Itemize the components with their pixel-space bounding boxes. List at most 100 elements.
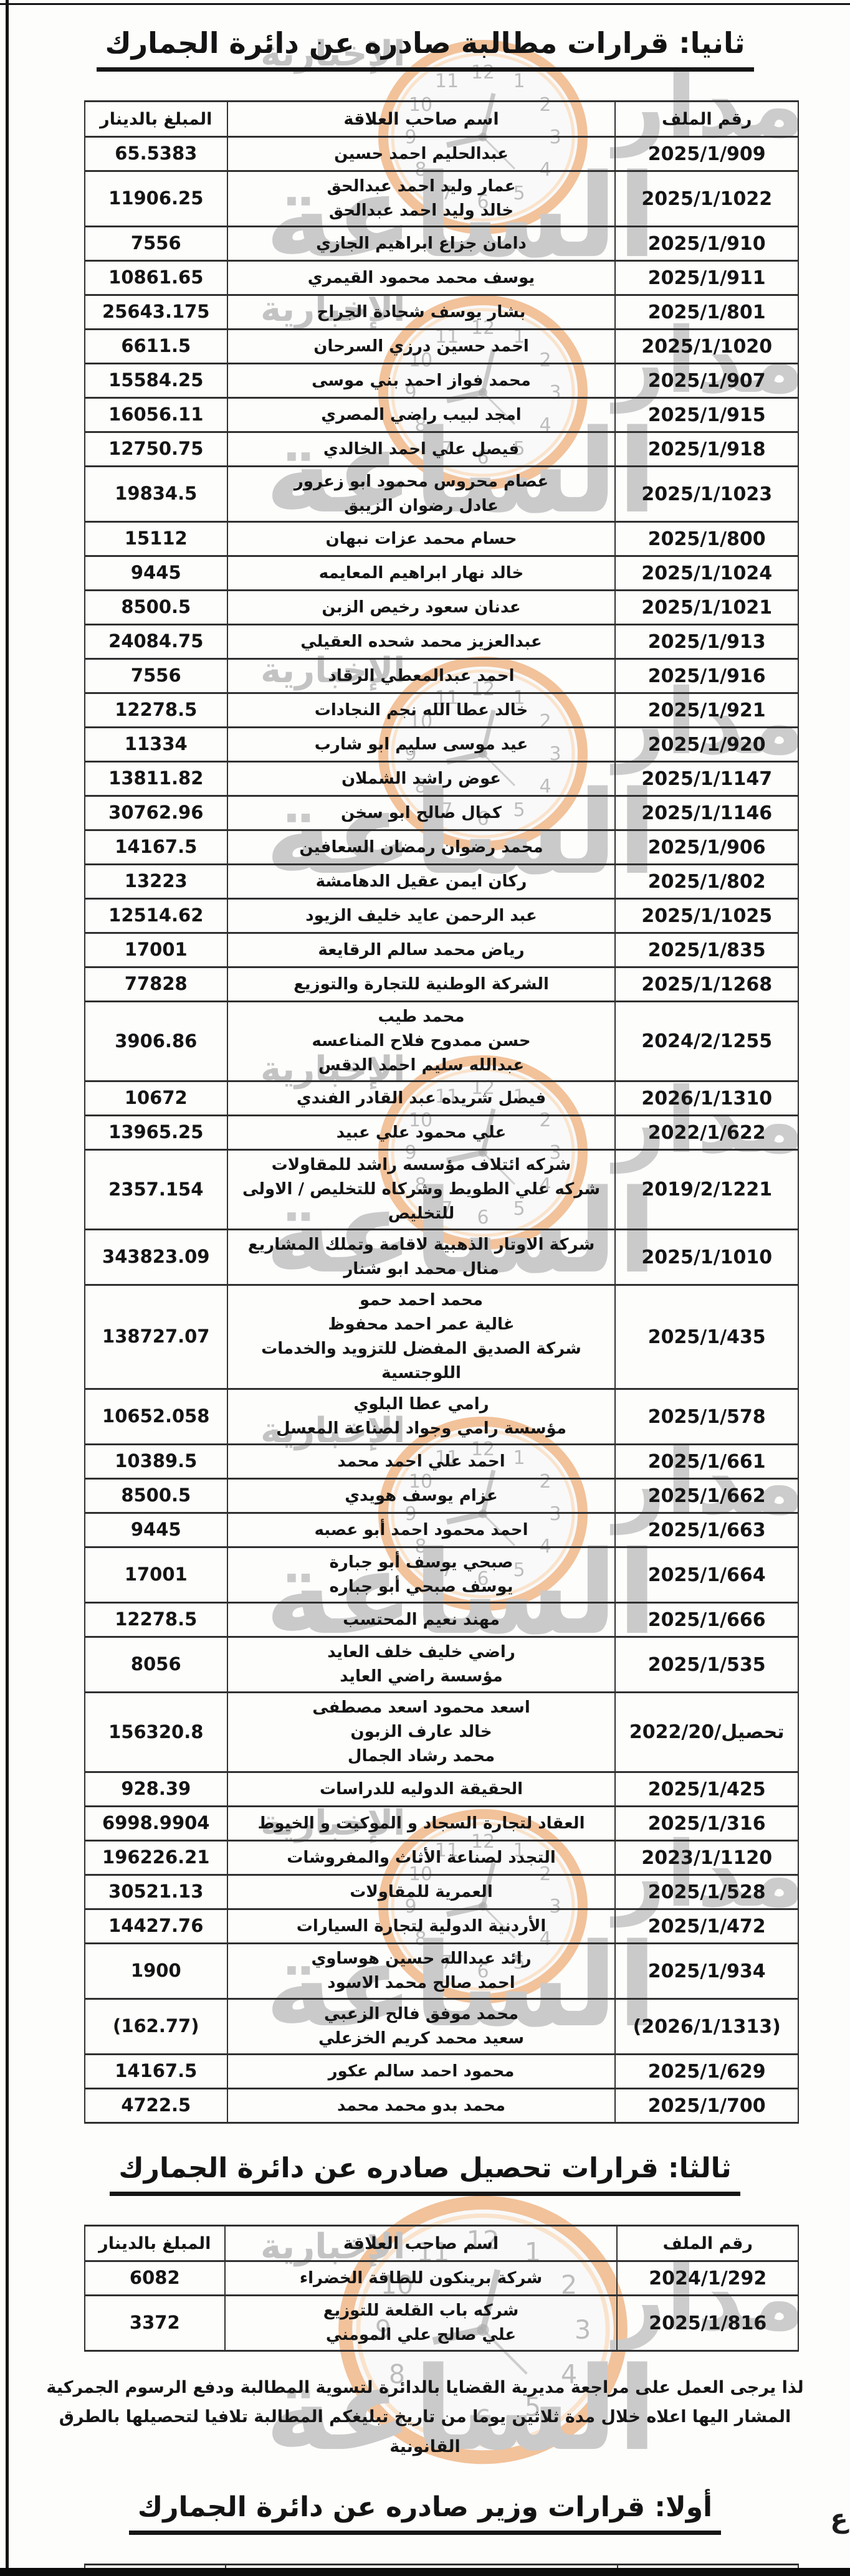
cell-name: احمد حسين درزي السرحان xyxy=(226,328,616,364)
cell-file: 2025/1/909 xyxy=(614,136,799,172)
cell-name: يوسف محمد محمود القيمري xyxy=(226,260,616,296)
collection-table-header-row: رقم الملف اسم صاحب العلاقة المبلغ بالدين… xyxy=(84,2225,799,2262)
cell-name: العمرية للمقاولات xyxy=(226,1874,616,1910)
cell-amount: 13223 xyxy=(84,863,228,900)
table-row: 2025/1/1024 خالد نهار ابراهيم المعايمه 944… xyxy=(84,555,799,591)
table-row: 2023/1/1120 التجدد لصناعة الأثاث والمفروش… xyxy=(84,1840,799,1876)
table-row: 2025/1/578 رامي عطا البلوي مؤسسة رامي وجو… xyxy=(84,1388,799,1445)
cell-amount: 156320.8 xyxy=(84,1691,228,1773)
cell-file: 2025/1/663 xyxy=(614,1512,799,1548)
table-row: 2025/1/663 احمد محمود احمد أبو عصبه 9445 xyxy=(84,1512,799,1548)
table-row: (2026/1/1313) محمد موفق فالح الزعبي سعيد … xyxy=(84,1998,799,2055)
cell-file: 2025/1/913 xyxy=(614,624,799,660)
cell-amount: 13811.82 xyxy=(84,761,228,797)
table-row: 2025/1/425 الحقيقة الدوليه للدراسات 928.39 xyxy=(84,1771,799,1807)
cell-file: 2025/1/629 xyxy=(614,2053,799,2089)
cell-file: 2025/1/316 xyxy=(614,1805,799,1842)
cell-name: الحقيقة الدوليه للدراسات xyxy=(226,1771,616,1807)
cell-amount: 65.5383 xyxy=(84,136,228,172)
table-row: 2025/1/921 خالد عطا الله نجم النجادات 1227… xyxy=(84,692,799,728)
claims-table: رقم الملف اسم صاحب العلاقة المبلغ بالدين… xyxy=(84,100,799,2124)
cell-amount: 928.39 xyxy=(84,1771,228,1807)
cell-amount: 12278.5 xyxy=(84,692,228,728)
table-row: 2025/1/1023 عصام محروس محمود ابو زعرور عا… xyxy=(84,465,799,523)
cell-amount: 12278.5 xyxy=(84,1602,228,1638)
cell-amount: 14167.5 xyxy=(84,2053,228,2089)
table-row: 2024/2/1255 محمد طيب حسن ممدوح فلاح المنا… xyxy=(84,1000,799,1082)
cell-file: 2025/1/1147 xyxy=(614,761,799,797)
cell-name: عدنان سعود رخيص الزبن xyxy=(226,589,616,625)
cell-amount: 8500.5 xyxy=(84,589,228,625)
cell-name: محمد فواز احمد بني موسى xyxy=(226,363,616,399)
table-row: 2025/1/629 محمود احمد سالم عكور 14167.5 xyxy=(84,2053,799,2089)
cell-file: 2022/1/622 xyxy=(614,1115,799,1151)
cell-amount: 17001 xyxy=(84,1546,228,1604)
cell-amount: 3906.86 xyxy=(84,1000,228,1082)
table-row: 2025/1/662 عزام يوسف هويدي 8500.5 xyxy=(84,1478,799,1514)
cell-name: عبد الرحمن عايد خليف الزيود xyxy=(226,898,616,934)
table-row: 2025/1/915 امجد لبيب راضي المصري 16056.11 xyxy=(84,397,799,433)
cell-name: احمد محمود احمد أبو عصبه xyxy=(226,1512,616,1548)
cell-amount: 15584.25 xyxy=(84,363,228,399)
cell-file: (2026/1/1313) xyxy=(614,1998,799,2055)
cell-amount: 10861.65 xyxy=(84,260,228,296)
table-row: 2025/1/1021 عدنان سعود رخيص الزبن 8500.5 xyxy=(84,589,799,625)
cell-name: شركة برينكون للطاقة الخضراء xyxy=(224,2260,618,2296)
table-row: 2025/1/916 احمد عبدالمعطي الرقاد 7556 xyxy=(84,658,799,694)
cell-file: 2025/1/916 xyxy=(614,658,799,694)
cell-file: 2025/1/910 xyxy=(614,226,799,262)
cell-file: 2025/1/1020 xyxy=(614,328,799,364)
cell-amount: 24084.75 xyxy=(84,624,228,660)
cell-amount: 16056.11 xyxy=(84,397,228,433)
cell-file: 2025/1/915 xyxy=(614,397,799,433)
table-row: 2025/1/472 الأردنية الدولية لتجارة السيار… xyxy=(84,1908,799,1944)
table-row: 2025/1/1022 عمار وليد احمد عبدالحق خالد و… xyxy=(84,170,799,227)
section-title-minister: أولا: قرارات وزير صادره عن دائرة الجمارك xyxy=(128,2491,722,2535)
cell-amount: 8056 xyxy=(84,1636,228,1693)
claims-header-amount: المبلغ بالدينار xyxy=(84,100,228,138)
cell-name: محمد موفق فالح الزعبي سعيد محمد كريم الخ… xyxy=(226,1998,616,2055)
cell-name: بشار يوسف شحادة الجراح xyxy=(226,294,616,330)
cell-amount: 196226.21 xyxy=(84,1840,228,1876)
table-row: 2025/1/906 محمد رضوان رمضان السعافين 14167… xyxy=(84,829,799,865)
cell-name: محمد احمد حمو غالية عمر احمد محفوظ شركة … xyxy=(226,1284,616,1390)
cell-name: عيد موسى سليم ابو شارب xyxy=(226,726,616,763)
cell-name: ركان ايمن عقيل الدهامشة xyxy=(226,863,616,900)
cell-file: 2025/1/661 xyxy=(614,1443,799,1480)
cell-name: علي محمود علي عبيد xyxy=(226,1115,616,1151)
legal-notice-collection: لذا يرجى العمل على مراجعة مديرية القضايا… xyxy=(46,2378,804,2456)
cell-name: شركه ائتلاف مؤسسه راشد للمقاولات شركه عل… xyxy=(226,1149,616,1230)
table-row: 2025/1/666 مهند نعيم المحتسب 12278.5 xyxy=(84,1602,799,1638)
table-row: 2025/1/1020 احمد حسين درزي السرحان 6611.5 xyxy=(84,328,799,364)
table-row: 2025/1/1268 الشركة الوطنية للتجارة والتوز… xyxy=(84,966,799,1002)
claims-header-name: اسم صاحب العلاقة xyxy=(226,100,616,138)
cell-name: خالد عطا الله نجم النجادات xyxy=(226,692,616,728)
table-row: 2025/1/661 احمد علي احمد محمد 10389.5 xyxy=(84,1443,799,1480)
cell-file: 2025/1/435 xyxy=(614,1284,799,1390)
cell-file: 2025/1/472 xyxy=(614,1908,799,1944)
section-title-collection: ثالثا: قرارات تحصيل صادره عن دائرة الجما… xyxy=(110,2152,740,2196)
cell-amount: 77828 xyxy=(84,966,228,1002)
table-row: 2019/2/1221 شركه ائتلاف مؤسسه راشد للمقاو… xyxy=(84,1149,799,1230)
cell-name: العقاد لتجارة السجاد و الموكيت و الخيوط xyxy=(226,1805,616,1842)
cell-amount: 15112 xyxy=(84,521,228,557)
table-row: 2026/1/1310 فيصل شريده عبد القادر الفندي 1… xyxy=(84,1080,799,1116)
cell-file: 2019/2/1221 xyxy=(614,1149,799,1230)
cell-name: عوض راشد الشملان xyxy=(226,761,616,797)
cell-amount: 6082 xyxy=(84,2260,226,2296)
cell-file: 2025/1/907 xyxy=(614,363,799,399)
collection-header-name: اسم صاحب العلاقة xyxy=(224,2225,618,2262)
cell-amount: 12514.62 xyxy=(84,898,228,934)
cell-name: اسعد محمود اسعد مصطفى خالد عارف الزبون م… xyxy=(226,1691,616,1773)
cell-name: محمد طيب حسن ممدوح فلاح المناعسه عبدالله… xyxy=(226,1000,616,1082)
cell-name: عمار وليد احمد عبدالحق خالد وليد احمد عب… xyxy=(226,170,616,227)
table-row: 2025/1/435 محمد احمد حمو غالية عمر احمد م… xyxy=(84,1284,799,1390)
cell-file: 2025/1/1268 xyxy=(614,966,799,1002)
cell-file: 2025/1/1146 xyxy=(614,795,799,831)
scan-edge-bottom xyxy=(0,2568,850,2576)
cell-file: 2025/1/921 xyxy=(614,692,799,728)
table-row: 2025/1/816 شركه باب القلعة للتوزيع علي صا… xyxy=(84,2294,799,2352)
cell-name: رياض محمد سالم الرقايعة xyxy=(226,932,616,968)
cell-file: 2025/1/535 xyxy=(614,1636,799,1693)
